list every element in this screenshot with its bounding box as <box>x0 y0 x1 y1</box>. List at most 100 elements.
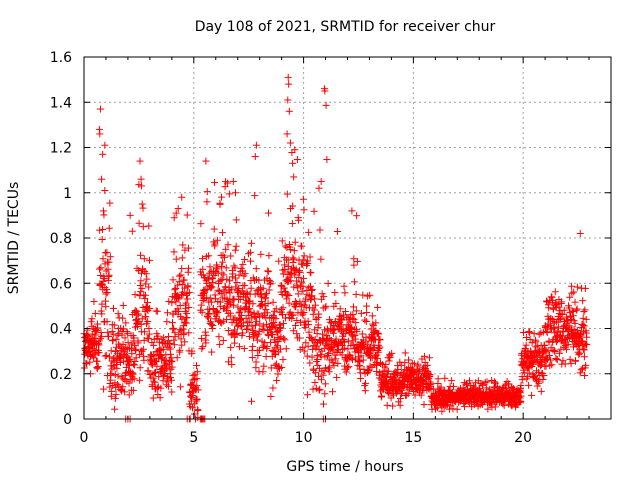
data-point <box>582 361 590 369</box>
data-point <box>125 362 133 370</box>
data-point <box>575 351 583 359</box>
data-point <box>239 260 247 268</box>
data-point <box>109 330 117 338</box>
data-point <box>300 252 308 260</box>
data-point <box>285 80 293 88</box>
data-point <box>278 364 286 372</box>
data-point <box>541 346 549 354</box>
data-point <box>186 392 194 400</box>
data-point <box>283 130 291 138</box>
data-point <box>543 329 551 337</box>
data-point <box>325 349 333 357</box>
data-point <box>115 382 123 390</box>
data-point <box>216 200 224 208</box>
data-point <box>281 242 289 250</box>
data-point <box>528 391 536 399</box>
data-point <box>289 327 297 335</box>
data-point <box>257 250 265 258</box>
data-point <box>314 361 322 369</box>
data-point <box>295 216 303 224</box>
data-point <box>448 377 456 385</box>
data-point <box>300 309 308 317</box>
data-point <box>363 302 371 310</box>
data-point <box>267 278 275 286</box>
data-point <box>101 186 109 194</box>
data-point <box>122 319 130 327</box>
data-point <box>134 311 142 319</box>
data-point <box>545 304 553 312</box>
data-point <box>378 392 386 400</box>
data-point <box>224 241 232 249</box>
data-point <box>579 314 587 322</box>
data-point <box>306 253 314 261</box>
data-point <box>92 331 100 339</box>
data-point <box>321 390 329 398</box>
data-point <box>238 311 246 319</box>
data-point <box>137 320 145 328</box>
data-point <box>453 405 461 413</box>
data-point <box>236 315 244 323</box>
data-point <box>181 246 189 254</box>
data-point <box>105 258 113 266</box>
data-point <box>307 269 315 277</box>
data-point <box>353 212 361 220</box>
data-point <box>573 305 581 313</box>
data-point <box>167 350 175 358</box>
data-point <box>124 339 132 347</box>
data-point <box>332 300 340 308</box>
data-point <box>583 341 591 349</box>
data-point <box>246 248 254 256</box>
data-point <box>224 327 232 335</box>
data-point <box>98 333 106 341</box>
data-point <box>232 330 240 338</box>
y-axis-tick-labels: 0 0.2 0.4 0.6 0.8 1 1.2 1.4 1.6 <box>50 50 72 428</box>
data-point <box>572 306 580 314</box>
data-point <box>299 195 307 203</box>
data-point <box>517 392 525 400</box>
data-point <box>199 343 207 351</box>
data-point <box>350 303 358 311</box>
data-point <box>96 265 104 273</box>
data-point <box>131 358 139 366</box>
data-point <box>329 329 337 337</box>
data-point <box>261 339 269 347</box>
data-point <box>247 308 255 316</box>
data-point <box>112 390 120 398</box>
data-point <box>264 267 272 275</box>
data-point <box>154 332 162 340</box>
data-point <box>376 343 384 351</box>
data-point <box>315 372 323 380</box>
data-point <box>294 284 302 292</box>
data-point <box>194 386 202 394</box>
data-point <box>269 298 277 306</box>
data-point <box>251 329 259 337</box>
data-point <box>374 329 382 337</box>
data-point <box>314 321 322 329</box>
data-point <box>397 361 405 369</box>
data-point <box>289 159 297 167</box>
data-point <box>279 320 287 328</box>
data-point <box>194 406 202 414</box>
data-point <box>571 298 579 306</box>
data-point <box>236 308 244 316</box>
data-point <box>110 321 118 329</box>
data-point <box>220 253 228 261</box>
data-point <box>420 352 428 360</box>
data-point <box>103 248 111 256</box>
data-point <box>98 310 106 318</box>
data-point <box>274 363 282 371</box>
data-point <box>231 274 239 282</box>
data-point <box>563 316 571 324</box>
data-point <box>177 271 185 279</box>
data-point <box>357 352 365 360</box>
data-point <box>413 385 421 393</box>
data-point <box>228 285 236 293</box>
data-point <box>263 343 271 351</box>
data-point <box>229 301 237 309</box>
data-point <box>97 329 105 337</box>
data-point <box>348 356 356 364</box>
data-point <box>331 289 339 297</box>
data-point <box>132 354 140 362</box>
data-point <box>293 156 301 164</box>
